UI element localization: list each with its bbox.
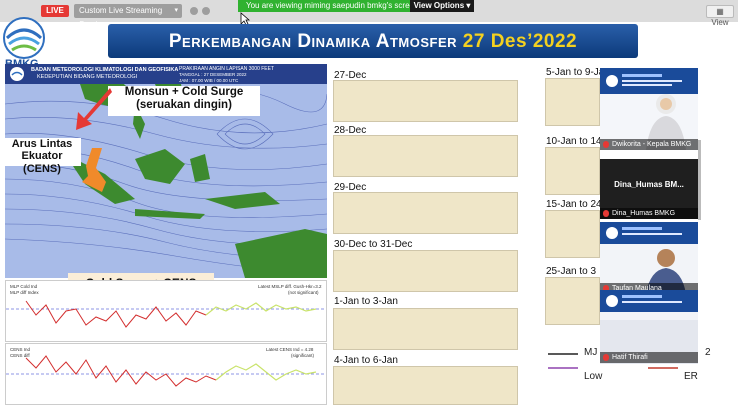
legend-low: Low [584, 371, 603, 382]
mslp-index-graph: MLP Cold Ind MLP diff Index Latest MSLP … [5, 280, 327, 342]
view-options-button[interactable]: View Options ▾ [410, 0, 474, 12]
panel-label: 30-Dec to 31-Dec [334, 239, 413, 250]
participant-video-frame [600, 68, 698, 150]
low-legend-line [548, 367, 578, 369]
stream-service-dropdown[interactable]: Custom Live Streaming Service ▾ [74, 4, 182, 29]
mic-muted-icon [603, 285, 609, 292]
legend-trailing: 2 [705, 347, 711, 358]
anomaly-panel [333, 250, 518, 292]
participant-name-label: Taufan Maulana [612, 285, 662, 292]
anomaly-panel [545, 78, 600, 126]
view-options-label: View Options [413, 1, 465, 10]
participant-video-tile[interactable] [600, 68, 698, 150]
view-button[interactable]: ▦ View [706, 5, 734, 27]
panel-label: 25-Jan to 3 [546, 266, 597, 277]
map-header-date: TANGGAL : 27 DESEMBER 2022 [179, 72, 247, 77]
participant-name: Hatif Thirafi [600, 352, 698, 363]
graph1-note-line1: Latest MSLP diff. Gush-Hkr=3.2 [258, 284, 322, 289]
anomaly-panel [333, 192, 518, 234]
chevron-down-icon: ▾ [174, 7, 178, 14]
anomaly-panel [333, 135, 518, 177]
participant-name-label: Dina_Humas BMKG [612, 210, 676, 217]
mic-muted-icon [603, 354, 609, 361]
participant-video-frame [600, 222, 698, 294]
legend-er: ER [684, 371, 698, 382]
participant-video-tile[interactable] [600, 222, 698, 294]
participant-name: Dina_Humas BMKG [600, 208, 698, 219]
callout-monsun-line1: Monsun + Cold Surge [124, 86, 244, 98]
participant-name: Dwikorita - Kepala BMKG [600, 139, 698, 150]
slide-title-date: 27 Des’2022 [462, 31, 578, 52]
graph1-note-line2: (not significant) [288, 290, 319, 295]
anomaly-panel [545, 210, 600, 258]
callout-arus: Arus Lintas Ekuator (CENS) [3, 138, 81, 175]
anomaly-panel [545, 277, 600, 325]
callout-monsun: Monsun + Cold Surge (seruakan dingin) [108, 86, 260, 116]
graph2-lines [6, 355, 326, 387]
anomaly-panel [333, 80, 518, 122]
participants-scrollbar[interactable] [698, 140, 701, 220]
participant-name-label: Dwikorita - Kepala BMKG [612, 141, 692, 148]
panel-label: 15-Jan to 24 [546, 199, 602, 210]
graph1-legend-line1: MLP Cold Ind [10, 284, 38, 289]
legend-mjo: MJ [584, 347, 598, 358]
map-header-forecast: PRAKIRAAN ANGIN LAPISAN 3000 FEET [179, 66, 275, 72]
stream-service-label: Custom Live Streaming Service [79, 6, 163, 29]
bmkg-logo [3, 17, 45, 59]
mjo-legend-line [548, 353, 578, 355]
slide-title-main: Perkembangan Dinamika Atmosfer [168, 31, 458, 52]
mic-muted-icon [603, 210, 609, 217]
arrow-cens-icon [82, 148, 106, 192]
graph1-legend-line2: MLP diff Index [10, 290, 39, 295]
anomaly-panel [333, 308, 518, 350]
anomaly-panel [333, 366, 518, 405]
graph2-legend-line1: CENS Ind [10, 347, 31, 352]
map-header-time: JAM : 07.00 WIB / 00.00 UTC [179, 78, 239, 83]
callout-arus-line2: Ekuator (CENS) [21, 150, 63, 175]
graph2-legend-line2: CENS diff [10, 353, 30, 358]
graph2-note-line2: (significant) [291, 353, 315, 358]
chevron-down-icon: ▾ [466, 1, 471, 10]
view-button-label: View [711, 18, 729, 27]
participant-name-large: Dina_Humas BM... [614, 180, 684, 189]
map-header: BADAN METEOROLOGI KLIMATOLOGI DAN GEOFIS… [5, 64, 327, 84]
panel-label: 10-Jan to 14 [546, 136, 602, 147]
live-badge[interactable]: LIVE [41, 5, 69, 17]
graph2-note-line1: Latest CENS Ind = 4.28 [266, 347, 314, 352]
participant-name-label: Hatif Thirafi [612, 354, 648, 361]
cens-index-graph: CENS Ind CENS diff Latest CENS Ind = 4.2… [5, 343, 327, 405]
panel-label: 29-Dec [334, 182, 367, 193]
map-header-deputy: KEDEPUTIAN BIDANG METEOROLOGI [37, 74, 138, 80]
anomaly-panel [545, 147, 600, 195]
panel-label: 28-Dec [334, 125, 367, 136]
bmkg-small-logo-icon [10, 67, 24, 81]
participant-name: Taufan Maulana [600, 283, 698, 294]
slide-title-bar: Perkembangan Dinamika Atmosfer 27 Des’20… [108, 24, 638, 58]
callout-arus-line1: Arus Lintas [11, 138, 73, 150]
status-dot-icon[interactable] [190, 7, 198, 15]
grid-icon: ▦ [716, 7, 724, 16]
status-dot-icon[interactable] [202, 7, 210, 15]
callout-monsun-line2: (seruakan dingin) [136, 98, 232, 111]
mic-muted-icon [603, 141, 609, 148]
er-legend-line [648, 367, 678, 369]
panel-label: 5-Jan to 9-Jan [546, 67, 610, 78]
arrow-monsun-icon [76, 88, 112, 130]
graph1-lines [6, 300, 326, 328]
panel-label: 1-Jan to 3-Jan [334, 296, 398, 307]
map-header-agency: BADAN METEOROLOGI KLIMATOLOGI DAN GEOFIS… [31, 67, 179, 73]
panel-label: 27-Dec [334, 70, 367, 81]
panel-label: 4-Jan to 6-Jan [334, 355, 398, 366]
slide-title: Perkembangan Dinamika Atmosfer 27 Des’20… [108, 31, 638, 53]
